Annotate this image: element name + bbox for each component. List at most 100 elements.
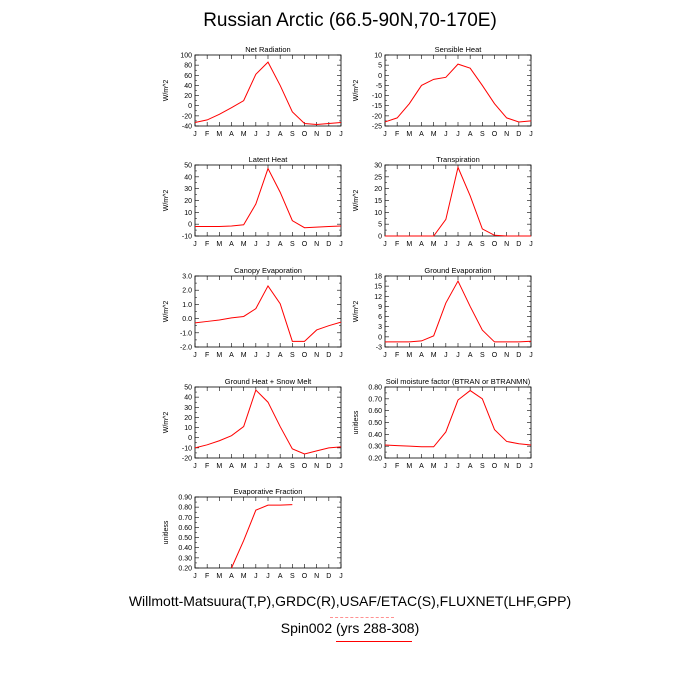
panel-5-x-tick-label: J xyxy=(339,352,343,359)
panel-4-series-line xyxy=(385,165,531,237)
panel-8-y-tick-label: 0.40 xyxy=(368,432,382,439)
panel-9-y-tick-label: 0.60 xyxy=(178,525,192,532)
panel-3-y-axis-label: W/m^2 xyxy=(163,190,170,212)
panel-9-x-tick-label: A xyxy=(229,573,234,580)
panel-3-x-tick-label: J xyxy=(339,241,343,248)
panel-3-x-tick-label: J xyxy=(266,241,270,248)
panel-6-y-tick-label: 9 xyxy=(378,304,382,311)
panel-9-x-tick-label: J xyxy=(266,573,270,580)
panel-2-title: Sensible Heat xyxy=(435,45,483,54)
panel-2-x-tick-label: D xyxy=(516,131,521,138)
panel-7-x-tick-label: A xyxy=(278,463,283,470)
observation-sources-label: Willmott-Matsuura(T,P),GRDC(R),USAF/ETAC… xyxy=(128,593,572,609)
panel-8-x-tick-label: J xyxy=(444,463,448,470)
panel-7-x-tick-label: J xyxy=(266,463,270,470)
panel-1-x-tick-label: M xyxy=(241,131,247,138)
panel-1-x-tick-label: N xyxy=(314,131,319,138)
panel-9-x-tick-label: J xyxy=(193,573,197,580)
panel-6-x-tick-label: D xyxy=(516,352,521,359)
panel-3-x-tick-label: S xyxy=(290,241,295,248)
panel-8-x-tick-label: M xyxy=(431,463,437,470)
panel-1-x-tick-label: S xyxy=(290,131,295,138)
panel-2-x-tick-label: J xyxy=(529,131,533,138)
panel-3-y-tick-label: 10 xyxy=(184,210,192,217)
panel-4-x-tick-label: J xyxy=(529,241,533,248)
panel-7-y-tick-label: 50 xyxy=(184,385,192,392)
panel-2-plot-frame xyxy=(384,54,532,127)
panel-5-x-tick-label: S xyxy=(290,352,295,359)
panel-6-x-tick-label: O xyxy=(492,352,498,359)
panel-3-x-tick-label: D xyxy=(326,241,331,248)
panel-1-x-tick-label: D xyxy=(326,131,331,138)
panel-2-y-tick-label: -10 xyxy=(372,93,382,100)
panel-2-x-tick-label: S xyxy=(480,131,485,138)
panel-7-x-tick-label: J xyxy=(254,463,258,470)
panel-4-x-tick-label: A xyxy=(419,241,424,248)
panel-9-x-tick-label: J xyxy=(254,573,258,580)
panel-5-series-line xyxy=(194,284,342,342)
panel-3-x-tick-label: M xyxy=(241,241,247,248)
panel-3-y-tick-label: 0 xyxy=(188,222,192,229)
panel-1-y-tick-label: 20 xyxy=(184,93,192,100)
panel-7-y-tick-label: -10 xyxy=(182,445,192,452)
panel-5-x-tick-label: N xyxy=(314,352,319,359)
panel-4-x-tick-label: F xyxy=(395,241,399,248)
panel-8-plot-frame xyxy=(384,386,532,459)
model-run-label: Spin002 (yrs 288-308) xyxy=(280,620,420,636)
figure-title: Russian Arctic (66.5-90N,70-170E) xyxy=(203,10,497,31)
panel-7-x-tick-label: M xyxy=(216,463,222,470)
panel-5-y-tick-label: -2.0 xyxy=(180,345,192,352)
panel-6-x-tick-label: A xyxy=(419,352,424,359)
panel-1-y-tick-label: 100 xyxy=(180,53,192,60)
panel-5-x-tick-label: J xyxy=(254,352,258,359)
panel-8-y-axis-label: unitless xyxy=(353,410,360,434)
panel-6-title: Ground Evaporation xyxy=(424,266,491,275)
panel-2-y-tick-label: 0 xyxy=(378,73,382,80)
panel-2-x-tick-label: O xyxy=(492,131,498,138)
panel-7-plot-frame xyxy=(194,386,342,459)
panel-9-plot-frame xyxy=(194,496,342,569)
panel-7-series-line xyxy=(194,389,342,455)
panel-6-x-tick-label: M xyxy=(406,352,412,359)
panel-2-x-tick-label: N xyxy=(504,131,509,138)
panel-9-x-tick-label: O xyxy=(302,573,308,580)
panel-4-x-tick-label: J xyxy=(383,241,387,248)
panel-2-y-tick-label: -20 xyxy=(372,113,382,120)
panel-8-x-tick-label: S xyxy=(480,463,485,470)
panel-8-x-tick-label: F xyxy=(395,463,399,470)
panel-4-y-axis-label: W/m^2 xyxy=(353,190,360,212)
panel-6-x-tick-label: J xyxy=(444,352,448,359)
obs-legend-line xyxy=(330,617,394,618)
panel-6-x-tick-label: F xyxy=(395,352,399,359)
panel-4-y-tick-label: 15 xyxy=(374,198,382,205)
panel-6-y-tick-label: 15 xyxy=(374,284,382,291)
panel-8-x-tick-label: A xyxy=(468,463,473,470)
panel-1-series-line xyxy=(194,61,342,125)
panel-8-x-tick-label: M xyxy=(406,463,412,470)
panel-3-x-tick-label: J xyxy=(193,241,197,248)
panel-6-y-tick-label: -3 xyxy=(376,345,382,352)
panel-7-title: Ground Heat + Snow Melt xyxy=(225,377,312,386)
panel-3-y-tick-label: -10 xyxy=(182,234,192,241)
panel-8-y-tick-label: 0.20 xyxy=(368,456,382,463)
panel-6-x-tick-label: J xyxy=(456,352,460,359)
panel-7-x-tick-label: F xyxy=(205,463,209,470)
panel-4-x-tick-label: M xyxy=(406,241,412,248)
panel-9-x-tick-label: J xyxy=(339,573,343,580)
panel-8-x-tick-label: N xyxy=(504,463,509,470)
panel-3-x-tick-label: O xyxy=(302,241,308,248)
panel-1-x-tick-label: F xyxy=(205,131,209,138)
panel-9-y-tick-label: 0.40 xyxy=(178,545,192,552)
panel-2-x-tick-label: J xyxy=(456,131,460,138)
panel-1-x-tick-label: J xyxy=(193,131,197,138)
panel-4-y-tick-label: 0 xyxy=(378,234,382,241)
panel-9-x-tick-label: A xyxy=(278,573,283,580)
panel-6-plot-frame xyxy=(384,275,532,348)
panel-9-y-tick-label: 0.80 xyxy=(178,505,192,512)
panel-3-x-tick-label: N xyxy=(314,241,319,248)
panel-5-y-axis-label: W/m^2 xyxy=(163,301,170,323)
panel-1-y-tick-label: 0 xyxy=(188,103,192,110)
panel-6-y-tick-label: 18 xyxy=(374,274,382,281)
panel-2-x-tick-label: J xyxy=(444,131,448,138)
panel-1-y-tick-label: 40 xyxy=(184,83,192,90)
